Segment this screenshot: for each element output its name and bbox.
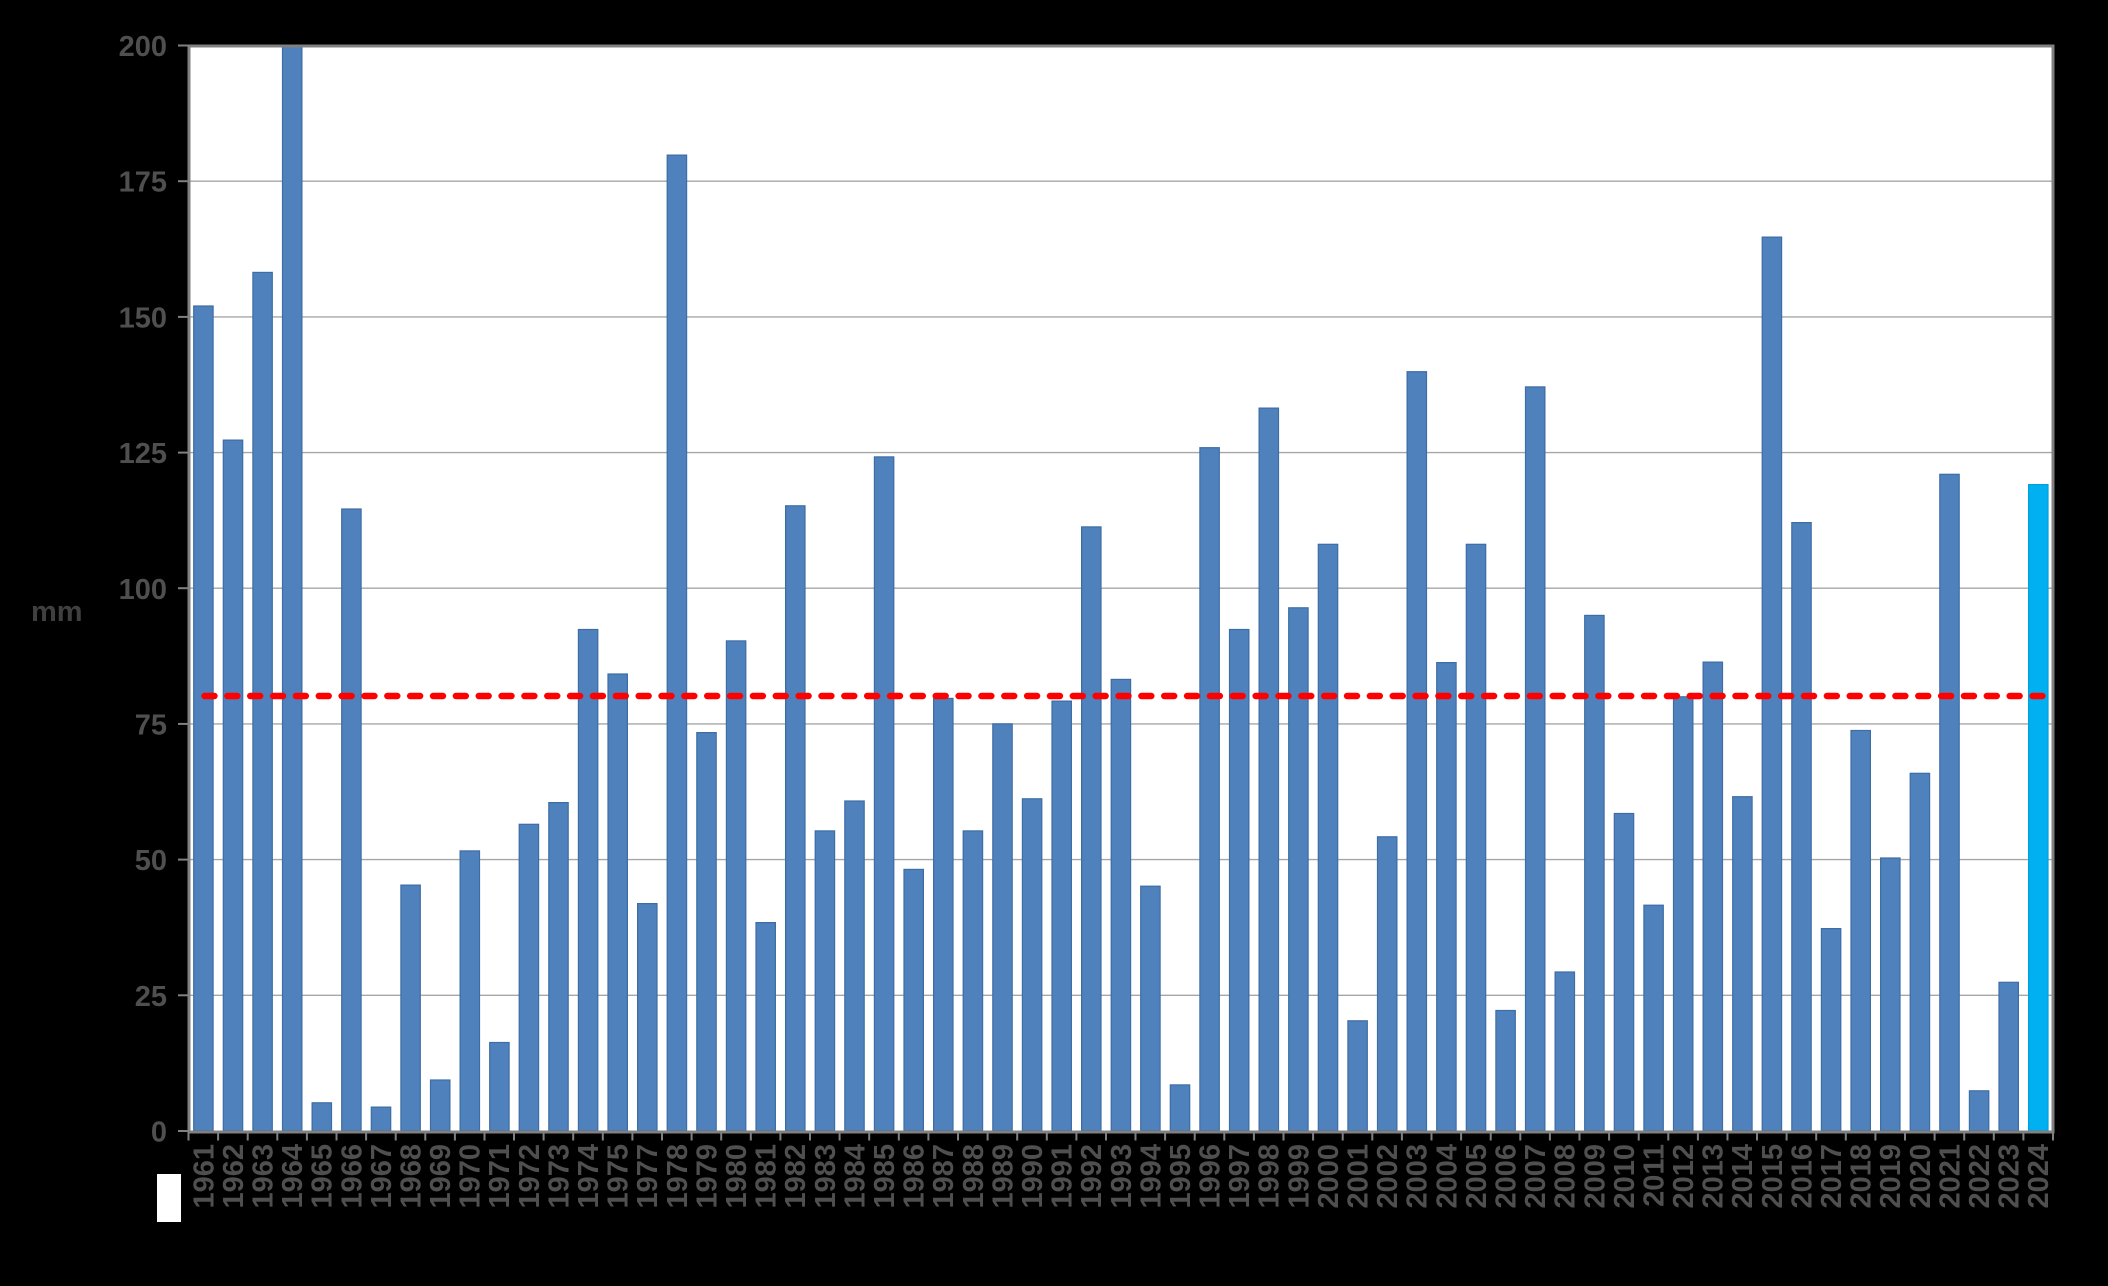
svg-text:2013: 2013 (1698, 1144, 1730, 1209)
svg-text:100: 100 (119, 574, 167, 606)
svg-text:1998: 1998 (1254, 1144, 1286, 1209)
svg-text:1993: 1993 (1106, 1144, 1138, 1209)
svg-text:50: 50 (135, 845, 167, 877)
svg-text:2005: 2005 (1461, 1144, 1493, 1209)
svg-text:1972: 1972 (514, 1144, 546, 1209)
svg-text:2003: 2003 (1402, 1144, 1434, 1209)
svg-text:2001: 2001 (1343, 1144, 1375, 1209)
svg-text:1968: 1968 (396, 1144, 428, 1209)
svg-text:1990: 1990 (1017, 1144, 1049, 1209)
svg-text:2010: 2010 (1609, 1144, 1641, 1209)
svg-text:1989: 1989 (987, 1144, 1019, 1209)
svg-text:1995: 1995 (1165, 1144, 1197, 1209)
svg-text:1977: 1977 (632, 1144, 664, 1209)
svg-text:0: 0 (151, 1117, 167, 1149)
svg-text:1988: 1988 (958, 1144, 990, 1209)
svg-text:1962: 1962 (218, 1144, 250, 1209)
svg-text:1967: 1967 (366, 1144, 398, 1209)
svg-text:2023: 2023 (1994, 1144, 2026, 1209)
svg-text:1964: 1964 (277, 1144, 309, 1209)
svg-text:2020: 2020 (1905, 1144, 1937, 1209)
svg-text:1996: 1996 (1195, 1144, 1227, 1209)
svg-text:1987: 1987 (928, 1144, 960, 1209)
svg-text:2017: 2017 (1816, 1144, 1848, 1209)
svg-text:2004: 2004 (1431, 1144, 1463, 1209)
svg-text:2024: 2024 (2023, 1144, 2055, 1209)
svg-text:1970: 1970 (455, 1144, 487, 1209)
svg-text:1983: 1983 (810, 1144, 842, 1209)
svg-text:1973: 1973 (543, 1144, 575, 1209)
svg-text:175: 175 (119, 167, 167, 199)
svg-text:1974: 1974 (573, 1144, 605, 1209)
svg-text:2011: 2011 (1639, 1144, 1671, 1207)
svg-text:1985: 1985 (869, 1144, 901, 1209)
svg-text:1984: 1984 (839, 1144, 871, 1209)
svg-text:2015: 2015 (1757, 1144, 1789, 1209)
svg-text:2022: 2022 (1964, 1144, 1996, 1209)
svg-text:1963: 1963 (248, 1144, 280, 1209)
svg-text:2009: 2009 (1579, 1144, 1611, 1209)
svg-text:1992: 1992 (1076, 1144, 1108, 1209)
svg-text:1978: 1978 (662, 1144, 694, 1209)
svg-text:125: 125 (119, 438, 167, 470)
svg-text:1982: 1982 (780, 1144, 812, 1209)
svg-text:1961: 1961 (188, 1144, 220, 1209)
svg-text:1991: 1991 (1047, 1144, 1079, 1209)
svg-text:1965: 1965 (307, 1144, 339, 1209)
svg-text:2018: 2018 (1846, 1144, 1878, 1209)
svg-text:25: 25 (135, 981, 167, 1013)
svg-text:2019: 2019 (1875, 1144, 1907, 1209)
svg-text:2007: 2007 (1520, 1144, 1552, 1209)
svg-text:1979: 1979 (691, 1144, 723, 1209)
svg-text:2006: 2006 (1491, 1144, 1523, 1209)
svg-text:2002: 2002 (1372, 1144, 1404, 1209)
svg-text:2016: 2016 (1786, 1144, 1818, 1209)
svg-text:1994: 1994 (1135, 1144, 1167, 1209)
svg-text:1980: 1980 (721, 1144, 753, 1209)
svg-text:1986: 1986 (899, 1144, 931, 1209)
svg-text:200: 200 (119, 31, 167, 63)
svg-text:mm: mm (31, 596, 83, 628)
svg-text:2014: 2014 (1727, 1144, 1759, 1209)
svg-text:150: 150 (119, 302, 167, 334)
svg-text:1966: 1966 (336, 1144, 368, 1209)
svg-text:1975: 1975 (603, 1144, 635, 1209)
svg-text:1999: 1999 (1283, 1144, 1315, 1209)
svg-text:1997: 1997 (1224, 1144, 1256, 1209)
svg-text:2000: 2000 (1313, 1144, 1345, 1209)
svg-text:1971: 1971 (484, 1144, 516, 1209)
svg-text:2008: 2008 (1550, 1144, 1582, 1209)
svg-text:75: 75 (135, 709, 167, 741)
svg-text:2012: 2012 (1668, 1144, 1700, 1209)
svg-text:1981: 1981 (751, 1144, 783, 1209)
svg-text:2021: 2021 (1934, 1144, 1966, 1209)
svg-text:1969: 1969 (425, 1144, 457, 1209)
